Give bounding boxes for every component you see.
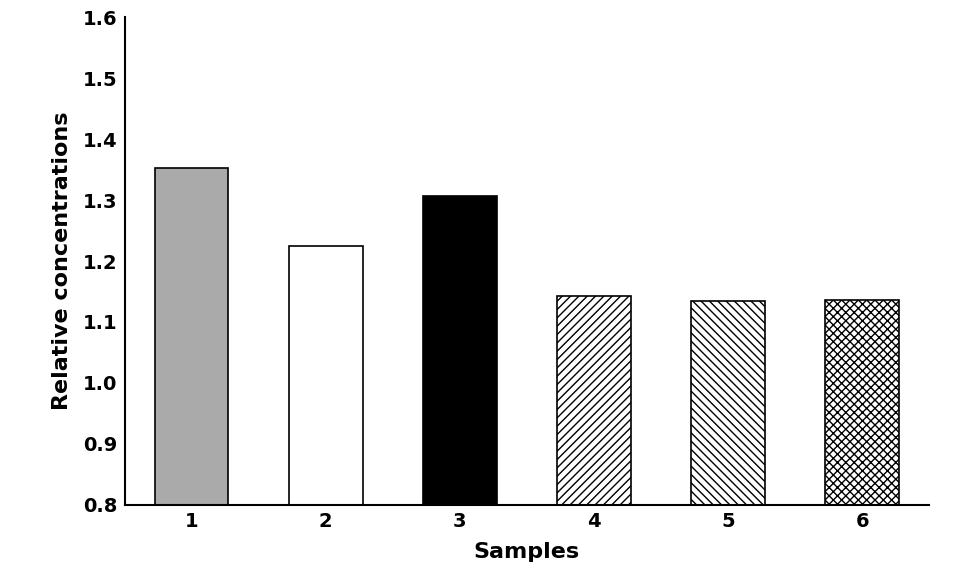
Bar	[692, 300, 765, 505]
Bar	[288, 246, 362, 505]
Bar	[825, 300, 899, 505]
X-axis label: Samples: Samples	[474, 542, 580, 561]
Y-axis label: Relative concentrations: Relative concentrations	[52, 112, 72, 410]
Bar	[155, 168, 228, 505]
Bar	[423, 196, 496, 505]
Bar	[557, 296, 630, 505]
